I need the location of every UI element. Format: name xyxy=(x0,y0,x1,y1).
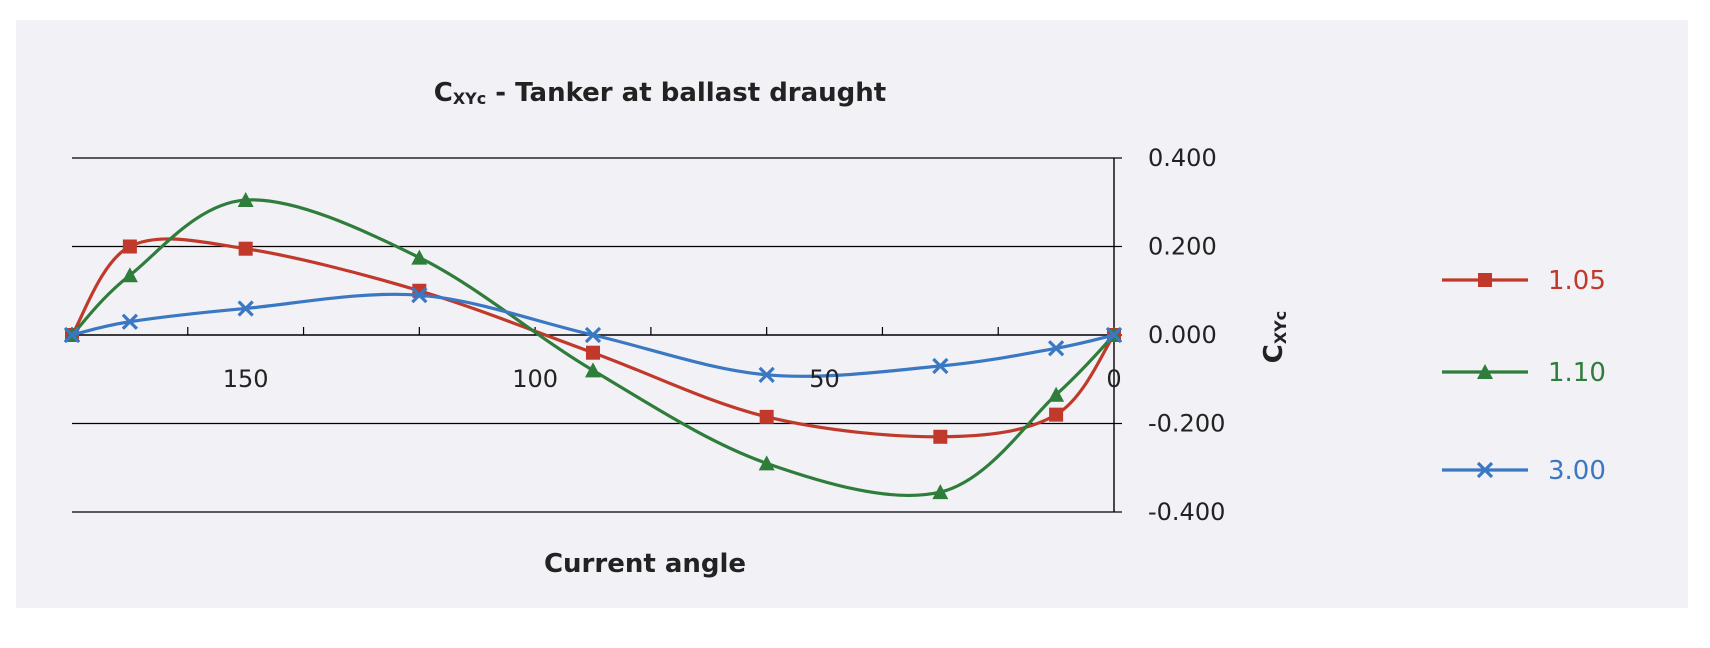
data-point xyxy=(1049,407,1064,422)
data-point xyxy=(932,357,949,375)
data-point xyxy=(585,362,601,378)
y-tick-label: 0.400 xyxy=(1148,144,1217,172)
x-tick-label: 0 xyxy=(1106,365,1121,393)
x-axis-title: Current angle xyxy=(544,549,746,579)
y-tick-label: -0.200 xyxy=(1148,410,1225,438)
data-point xyxy=(932,484,949,500)
legend-item: 3.00 xyxy=(1442,456,1606,486)
series-1-05 xyxy=(65,237,1121,444)
x-tick-label: 100 xyxy=(512,365,558,393)
data-point xyxy=(1105,326,1123,344)
legend-marker xyxy=(1478,273,1492,287)
data-point xyxy=(121,267,138,283)
y-tick-label: 0.000 xyxy=(1148,321,1217,349)
x-tick-label: 150 xyxy=(223,365,269,393)
data-point xyxy=(411,249,428,265)
data-point xyxy=(1047,340,1065,357)
data-point xyxy=(237,192,254,208)
legend-marker xyxy=(1477,364,1493,379)
y-axis-title: CXYc xyxy=(1259,311,1290,364)
x-tick-label: 50 xyxy=(809,365,840,393)
series-3-00 xyxy=(63,287,1123,383)
data-point xyxy=(758,366,775,383)
chart-panel xyxy=(16,20,1688,608)
legend-item: 1.05 xyxy=(1442,266,1606,296)
legend-marker xyxy=(1476,461,1494,479)
data-point xyxy=(238,241,253,256)
data-point xyxy=(122,239,137,254)
y-tick-label: -0.400 xyxy=(1148,498,1225,526)
data-point xyxy=(237,300,254,317)
data-point xyxy=(411,287,428,304)
data-point xyxy=(586,345,600,360)
legend-label: 1.05 xyxy=(1548,266,1606,296)
tick-labels: 0.400 0.200 0.000 -0.200 -0.400 150 100 50 0 xyxy=(223,144,1226,526)
legend: 1.05 1.10 3.00 xyxy=(1442,266,1606,486)
series-1-10 xyxy=(64,192,1122,500)
legend-label: 1.10 xyxy=(1548,358,1606,388)
legend-item: 1.10 xyxy=(1442,358,1606,388)
data-point xyxy=(759,409,774,424)
series-layer xyxy=(63,192,1123,500)
series-line xyxy=(70,237,1116,439)
y-tick-label: 0.200 xyxy=(1148,233,1217,261)
data-point xyxy=(584,326,602,344)
chart-title: CXYc - Tanker at ballast draught xyxy=(434,78,886,108)
data-point xyxy=(758,455,775,471)
data-point xyxy=(63,326,81,344)
legend-label: 3.00 xyxy=(1548,456,1606,486)
data-point xyxy=(933,429,948,444)
data-point xyxy=(121,313,139,330)
data-point xyxy=(1048,386,1065,402)
